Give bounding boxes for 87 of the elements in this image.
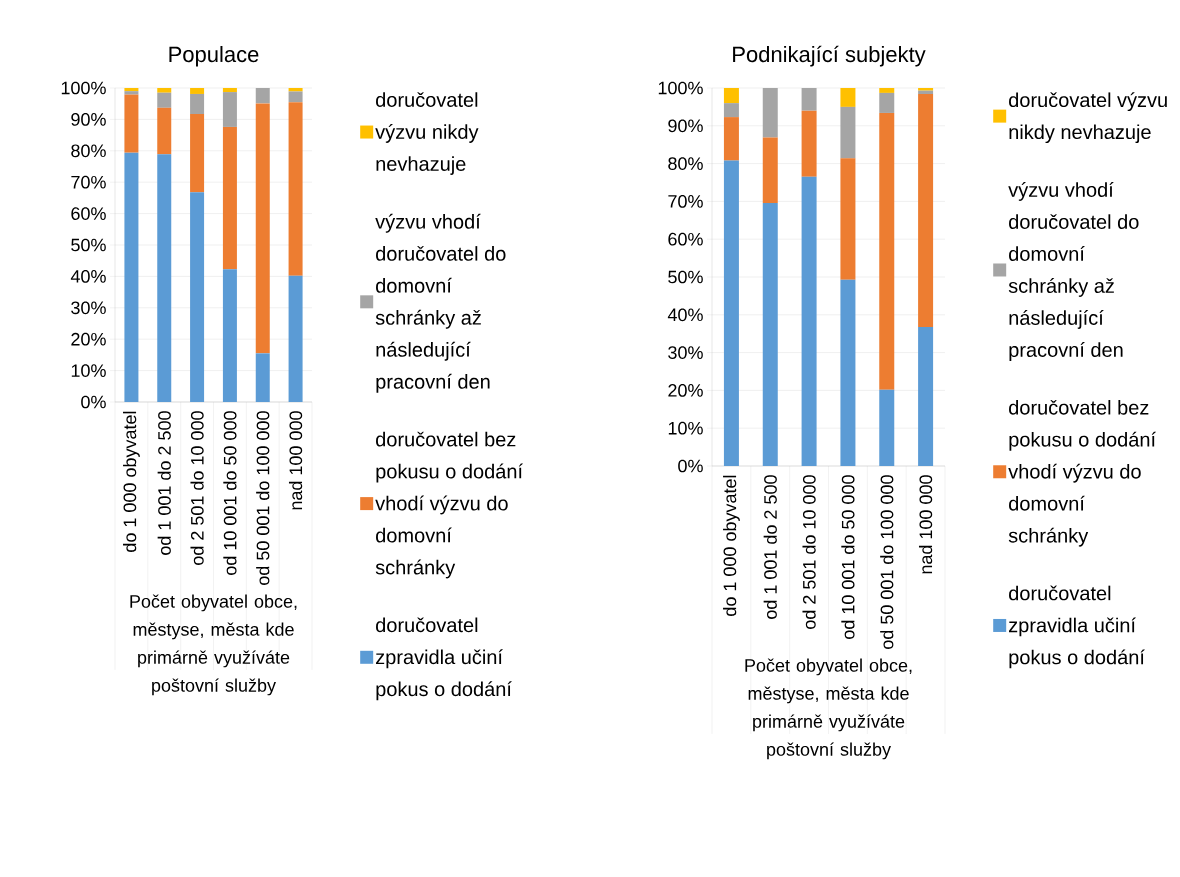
y-tick-label: 40% bbox=[70, 270, 106, 283]
legend-label: výzvu vhodí doručovatel do domovní schránky až následující pracovní den bbox=[1008, 182, 1139, 361]
bar bbox=[157, 107, 172, 155]
bar bbox=[840, 279, 856, 466]
bar bbox=[124, 94, 139, 153]
y-tick-label: 30% bbox=[668, 346, 703, 359]
y-tick-label: 90% bbox=[668, 119, 703, 133]
y-tick-label: 0% bbox=[678, 459, 703, 473]
x-tick-label: od 50 001 do 100 000 bbox=[256, 411, 270, 585]
x-tick-label: nad 100 000 bbox=[288, 411, 303, 510]
bar bbox=[879, 112, 895, 390]
legend-label: doručovatel výzvu nikdy nevhazuje bbox=[1009, 92, 1167, 144]
bar bbox=[801, 176, 817, 466]
y-tick-label: 70% bbox=[71, 175, 106, 189]
bar bbox=[222, 126, 237, 270]
bar bbox=[879, 389, 895, 466]
bar bbox=[762, 88, 778, 138]
x-tick-label: do 1 000 obyvatel bbox=[723, 475, 740, 616]
y-tick-label: 20% bbox=[71, 332, 106, 346]
chart-title: Podnikající subjekty bbox=[733, 45, 926, 67]
bar bbox=[918, 326, 934, 466]
y-tick-label: 60% bbox=[71, 207, 106, 220]
x-tick-label: od 1 001 do 2 500 bbox=[157, 411, 171, 555]
y-tick-label: 100% bbox=[658, 81, 703, 95]
x-tick-label: od 2 501 do 10 000 bbox=[190, 411, 204, 565]
legend-label: doručovatel zpravidla učiní pokus o dodání bbox=[1009, 585, 1145, 669]
x-tick-label: od 1 001 do 2 500 bbox=[763, 475, 777, 619]
y-tick-label: 80% bbox=[668, 157, 703, 170]
bar bbox=[879, 92, 895, 113]
chart-title: Populace bbox=[169, 45, 259, 67]
y-tick-label: 60% bbox=[668, 232, 703, 246]
bar bbox=[190, 88, 205, 94]
bar bbox=[762, 202, 778, 466]
bar bbox=[157, 154, 172, 402]
legend-label: doručovatel zpravidla učiní pokus o dodání bbox=[375, 617, 512, 701]
bar bbox=[723, 117, 739, 161]
y-tick-label: 30% bbox=[71, 301, 106, 315]
bar bbox=[124, 152, 139, 402]
bar bbox=[190, 114, 205, 193]
legend-label: výzvu vhodí doručovatel do domovní schránky až následující pracovní den bbox=[375, 213, 506, 393]
y-tick-label: 50% bbox=[71, 238, 106, 252]
y-tick-label: 90% bbox=[71, 113, 106, 126]
legend-label: doručovatel bez pokusu o dodání vhodí výzvu do domovní schránky bbox=[1008, 399, 1156, 547]
bar bbox=[288, 91, 303, 103]
bar bbox=[157, 92, 172, 108]
bar bbox=[157, 88, 172, 93]
y-tick-label: 20% bbox=[668, 384, 703, 397]
bar bbox=[840, 88, 856, 107]
y-tick-label: 70% bbox=[668, 195, 703, 208]
bar bbox=[222, 269, 237, 402]
bar bbox=[222, 88, 237, 93]
legend-label: doručovatel výzvu nikdy nevhazuje bbox=[375, 92, 479, 175]
x-axis-title: Počet obyvatel obce, městyse, města kde primárně využíváte poštovní služby bbox=[745, 658, 912, 760]
bar bbox=[190, 93, 205, 115]
bar bbox=[255, 88, 270, 104]
bar bbox=[288, 102, 303, 276]
y-tick-label: 80% bbox=[71, 144, 106, 158]
bar bbox=[918, 88, 934, 91]
bar bbox=[918, 94, 934, 327]
bar bbox=[879, 88, 895, 93]
bar bbox=[723, 88, 739, 104]
y-tick-label: 10% bbox=[668, 421, 703, 435]
bar bbox=[801, 110, 817, 177]
bar bbox=[222, 92, 237, 127]
y-tick-label: 100% bbox=[61, 81, 106, 95]
x-tick-label: nad 100 000 bbox=[918, 475, 933, 574]
bar bbox=[762, 137, 778, 203]
y-tick-label: 10% bbox=[71, 364, 106, 377]
bar bbox=[723, 103, 739, 118]
x-tick-label: od 2 501 do 10 000 bbox=[802, 475, 816, 629]
x-tick-label: od 50 001 do 100 000 bbox=[880, 475, 894, 649]
bar bbox=[255, 103, 270, 354]
y-tick-label: 0% bbox=[81, 395, 106, 409]
y-tick-label: 40% bbox=[667, 308, 703, 322]
bar bbox=[723, 160, 739, 466]
legend-label: doručovatel bez pokusu o dodání vhodí výzvu do domovní schránky bbox=[375, 431, 523, 579]
y-tick-label: 50% bbox=[668, 270, 703, 284]
bar bbox=[840, 106, 856, 159]
bar bbox=[840, 158, 856, 280]
x-tick-label: do 1 000 obyvatel bbox=[123, 411, 140, 552]
bar bbox=[801, 88, 817, 111]
bar bbox=[255, 353, 270, 402]
bar bbox=[190, 192, 205, 402]
x-tick-label: od 10 001 do 50 000 bbox=[223, 411, 237, 575]
x-tick-label: od 10 001 do 50 000 bbox=[841, 475, 855, 639]
bar bbox=[288, 275, 303, 402]
x-axis-title: Počet obyvatel obce, městyse, města kde primárně využíváte poštovní služby bbox=[130, 594, 297, 696]
